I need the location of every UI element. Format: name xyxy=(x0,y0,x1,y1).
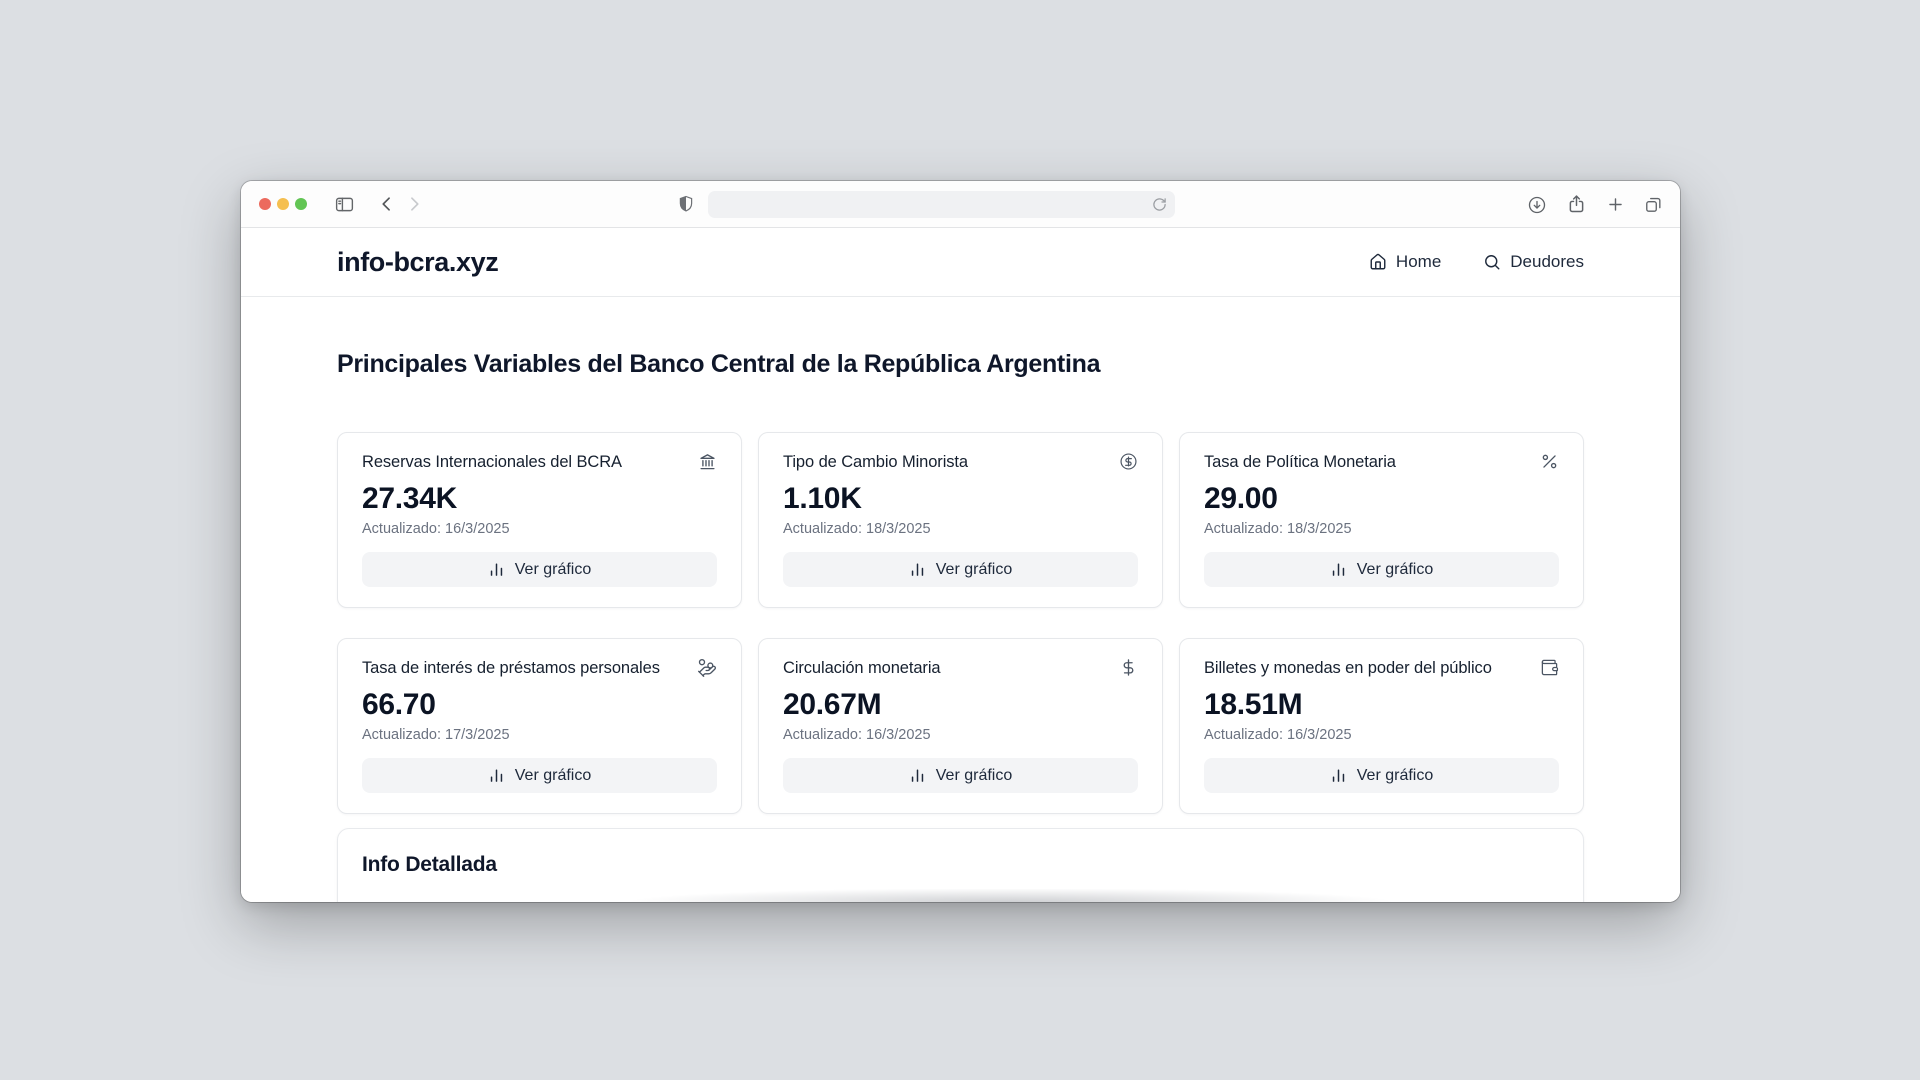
stat-card-title: Tasa de Política Monetaria xyxy=(1204,453,1396,471)
bar-chart-icon xyxy=(1332,769,1344,782)
bar-chart-icon xyxy=(490,563,502,576)
stat-card-value: 27.34K xyxy=(362,482,457,515)
nav-item-home[interactable]: Home xyxy=(1369,252,1441,272)
stat-card: Tasa de Política Monetaria 29.00 Actuali… xyxy=(1179,432,1584,608)
stat-card-value: 1.10K xyxy=(783,482,862,515)
browser-toolbar xyxy=(241,181,1680,228)
stat-card-updated: Actualizado: 17/3/2025 xyxy=(362,727,510,743)
landmark-icon xyxy=(698,452,717,471)
stat-card-title: Tipo de Cambio Minorista xyxy=(783,453,968,471)
shield-icon xyxy=(679,195,693,212)
view-chart-button[interactable]: Ver gráfico xyxy=(362,552,717,587)
bar-chart-icon xyxy=(490,769,502,782)
stat-card-title: Reservas Internacionales del BCRA xyxy=(362,453,622,471)
back-button[interactable] xyxy=(377,194,397,214)
stat-card-value: 66.70 xyxy=(362,688,436,721)
share-icon xyxy=(1569,195,1584,213)
wallet-icon xyxy=(1540,658,1559,677)
bar-chart-icon xyxy=(1332,563,1344,576)
share-button[interactable] xyxy=(1566,194,1587,215)
tab-overview-button[interactable] xyxy=(1644,195,1663,214)
stat-card-updated: Actualizado: 18/3/2025 xyxy=(783,521,931,537)
view-chart-button[interactable]: Ver gráfico xyxy=(362,758,717,793)
downloads-button[interactable] xyxy=(1527,195,1547,215)
dollar-icon xyxy=(1119,658,1138,677)
bar-chart-icon xyxy=(911,769,923,782)
stat-card: Tipo de Cambio Minorista 1.10K Actualiza… xyxy=(758,432,1163,608)
sidebar-toggle-button[interactable] xyxy=(334,194,355,215)
new-tab-button[interactable] xyxy=(1606,195,1625,214)
forward-button[interactable] xyxy=(404,194,424,214)
main-content: Principales Variables del Banco Central … xyxy=(241,349,1680,902)
plus-icon xyxy=(1609,198,1622,211)
site-nav: Home Deudores xyxy=(1369,252,1584,272)
stat-card-title: Billetes y monedas en poder del público xyxy=(1204,659,1492,677)
view-chart-label: Ver gráfico xyxy=(935,560,1013,578)
stat-card: Billetes y monedas en poder del público … xyxy=(1179,638,1584,814)
nav-item-deudores[interactable]: Deudores xyxy=(1483,252,1584,272)
search-icon xyxy=(1485,255,1500,270)
info-detallada-card: Info Detallada xyxy=(337,828,1584,902)
hand-coins-icon xyxy=(697,658,717,678)
chevron-left-icon xyxy=(382,197,390,211)
reload-button[interactable] xyxy=(1152,197,1167,212)
bar-chart-icon xyxy=(911,563,923,576)
stat-card-value: 29.00 xyxy=(1204,482,1278,515)
site-brand[interactable]: info-bcra.xyz xyxy=(337,246,499,277)
home-icon xyxy=(1370,253,1386,270)
view-chart-label: Ver gráfico xyxy=(1356,560,1434,578)
stat-card: Circulación monetaria 20.67M Actualizado… xyxy=(758,638,1163,814)
stat-card-value: 20.67M xyxy=(783,688,882,721)
sidebar-icon xyxy=(335,197,354,211)
view-chart-button[interactable]: Ver gráfico xyxy=(1204,758,1559,793)
stat-card-updated: Actualizado: 16/3/2025 xyxy=(362,521,510,537)
percent-icon xyxy=(1540,452,1559,471)
view-chart-label: Ver gráfico xyxy=(1356,766,1434,784)
tabs-icon xyxy=(1646,197,1661,212)
view-chart-button[interactable]: Ver gráfico xyxy=(783,758,1138,793)
privacy-shield-button[interactable] xyxy=(677,195,695,213)
stat-card-value: 18.51M xyxy=(1204,688,1303,721)
stat-card: Reservas Internacionales del BCRA 27.34K… xyxy=(337,432,742,608)
stat-card-updated: Actualizado: 18/3/2025 xyxy=(1204,521,1352,537)
stat-card-updated: Actualizado: 16/3/2025 xyxy=(783,727,931,743)
stat-card-updated: Actualizado: 16/3/2025 xyxy=(1204,727,1352,743)
stat-card-title: Tasa de interés de préstamos personales xyxy=(362,659,660,677)
view-chart-button[interactable]: Ver gráfico xyxy=(1204,552,1559,587)
info-detallada-title: Info Detallada xyxy=(362,853,497,876)
address-bar[interactable] xyxy=(708,191,1175,218)
view-chart-label: Ver gráfico xyxy=(514,560,592,578)
chevron-right-icon xyxy=(411,197,419,211)
download-icon xyxy=(1528,196,1546,213)
circle-dollar-icon xyxy=(1119,452,1138,471)
nav-label-deudores: Deudores xyxy=(1510,252,1584,271)
traffic-lights xyxy=(259,198,307,210)
nav-label-home: Home xyxy=(1395,252,1442,271)
stats-grid: Reservas Internacionales del BCRA 27.34K… xyxy=(337,432,1584,814)
site-header: info-bcra.xyz Home Deudores xyxy=(241,228,1680,297)
traffic-light-zoom[interactable] xyxy=(295,198,307,210)
browser-window: info-bcra.xyz Home Deudores Principales … xyxy=(241,181,1680,902)
view-chart-label: Ver gráfico xyxy=(935,766,1013,784)
view-chart-label: Ver gráfico xyxy=(514,766,592,784)
page-title: Principales Variables del Banco Central … xyxy=(337,350,1101,378)
traffic-light-minimize[interactable] xyxy=(277,198,289,210)
stat-card: Tasa de interés de préstamos personales … xyxy=(337,638,742,814)
traffic-light-close[interactable] xyxy=(259,198,271,210)
stat-card-title: Circulación monetaria xyxy=(783,659,941,677)
view-chart-button[interactable]: Ver gráfico xyxy=(783,552,1138,587)
reload-icon xyxy=(1153,198,1166,211)
